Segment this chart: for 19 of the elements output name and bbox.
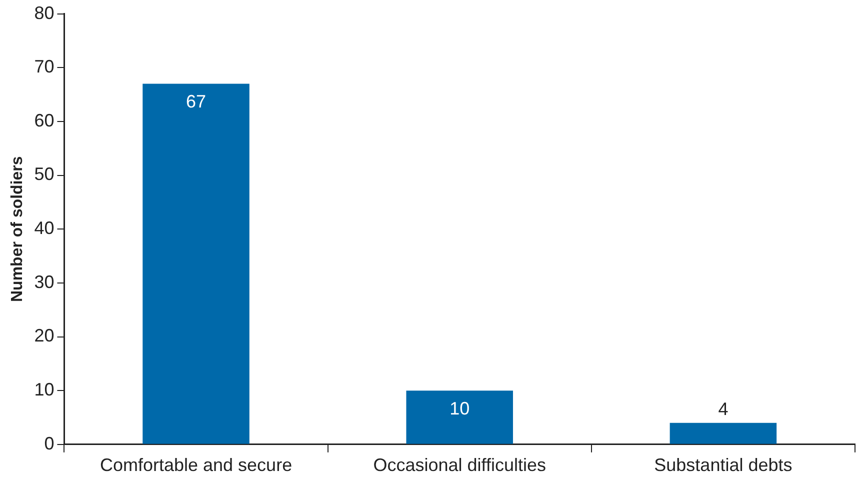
y-tick-label: 60	[34, 110, 54, 130]
y-tick-label: 40	[34, 218, 54, 238]
x-tick-label: Comfortable and secure	[100, 455, 292, 476]
data-label: 4	[718, 398, 728, 419]
bar	[406, 390, 513, 444]
y-tick-label: 10	[34, 380, 54, 400]
x-tick-label: Substantial debts	[654, 455, 792, 476]
y-tick-label: 30	[34, 272, 54, 292]
bar	[670, 422, 777, 444]
y-tick-label: 80	[34, 2, 54, 23]
bar	[142, 84, 250, 444]
x-tick-label: Occasional difficulties	[373, 455, 546, 476]
y-tick-label: 70	[34, 56, 54, 77]
y-tick-label: 20	[34, 326, 54, 346]
data-label: 67	[186, 92, 206, 112]
y-tick-label: 50	[34, 164, 54, 184]
y-tick-label: 0	[44, 433, 54, 454]
data-label: 10	[450, 398, 470, 419]
y-axis-title: Number of soldiers	[9, 156, 26, 302]
